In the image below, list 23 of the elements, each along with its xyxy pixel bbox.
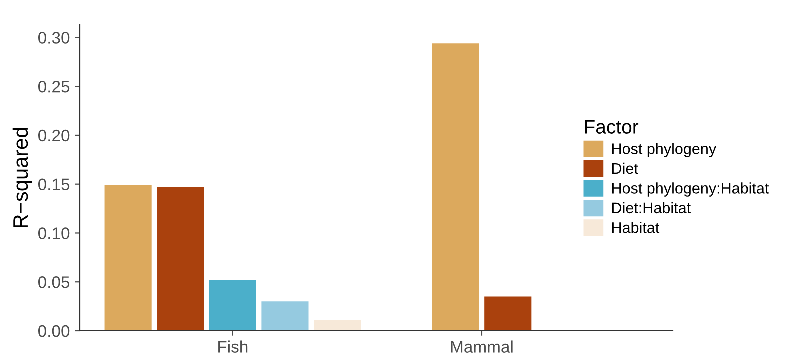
legend-label: Habitat (612, 222, 660, 234)
bar (209, 280, 256, 331)
x-tick-label: Mammal (451, 340, 513, 353)
y-tick-label: 0.30 (38, 32, 70, 44)
bar (104, 185, 152, 331)
x-tick-label: Fish (218, 340, 248, 353)
bar (262, 302, 309, 331)
y-tick-label: 0.15 (38, 178, 70, 191)
bar (484, 296, 532, 331)
y-tick-label: 0.25 (38, 80, 70, 93)
y-axis-title: R−squared (12, 128, 32, 228)
legend-title: Factor (585, 120, 639, 134)
bar (157, 187, 204, 331)
legend-label: Host phylogeny:Habitat (612, 182, 770, 197)
legend-label: Diet:Habitat (612, 202, 691, 214)
y-tick-label: 0.00 (38, 325, 70, 338)
legend-label: Diet (612, 162, 638, 174)
y-tick-label: 0.20 (38, 130, 70, 142)
y-tick-label: 0.05 (38, 276, 70, 288)
legend-label: Host phylogeny (612, 143, 717, 158)
bar (432, 44, 480, 331)
y-tick-label: 0.10 (38, 228, 70, 240)
bar (314, 320, 362, 331)
